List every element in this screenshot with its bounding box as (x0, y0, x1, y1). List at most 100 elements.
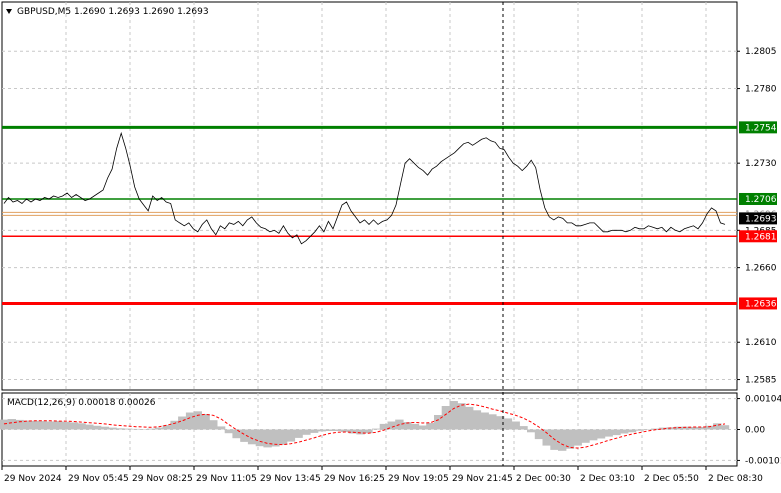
macd-histogram-bar (418, 425, 427, 430)
macd-histogram-bar (302, 429, 311, 435)
macd-histogram-bar (596, 429, 606, 439)
macd-histogram-bar (38, 421, 47, 430)
macd-label: MACD(12,26,9) 0.00018 0.00026 (7, 398, 156, 408)
macd-histogram-bar (7, 419, 16, 430)
macd-histogram-bar (449, 401, 458, 430)
macd-histogram-bar (387, 421, 396, 430)
macd-histogram-bar (0, 419, 9, 430)
macd-histogram-bar (15, 419, 24, 430)
macd-histogram-bar (154, 427, 164, 430)
macd-histogram-bar (511, 421, 520, 430)
macd-histogram-bar (356, 429, 365, 435)
macd-histogram-bar (216, 426, 226, 430)
level-1.2681-tag-label: 1.2681 (745, 232, 777, 242)
macd-histogram-bar (403, 422, 412, 430)
macd-histogram-bar (247, 429, 257, 445)
macd-histogram-bar (527, 429, 536, 433)
time-tick-label: 2 Dec 08:30 (708, 474, 763, 484)
macd-histogram-bar (620, 429, 629, 434)
macd-histogram-bar (23, 420, 32, 430)
macd-histogram-bar (542, 429, 551, 446)
level-1.2636-tag-label: 1.2636 (745, 299, 777, 309)
macd-histogram-bar (643, 429, 652, 430)
macd-histogram-bar (488, 414, 497, 430)
macd-histogram-bar (162, 425, 171, 430)
macd-histogram-bar (720, 425, 730, 430)
macd-histogram-bar (348, 429, 358, 434)
macd-histogram-bar (278, 429, 288, 445)
time-tick-label: 29 Nov 2024 (4, 474, 62, 484)
price-tick-label: 1.2805 (745, 47, 777, 57)
macd-histogram-bar (713, 423, 722, 430)
price-series-line (3, 131, 726, 245)
symbol-ohlc-label: GBPUSD,M5 1.2690 1.2693 1.2690 1.2693 (17, 7, 209, 17)
macd-histogram-bar (604, 429, 613, 437)
time-tick-label: 29 Nov 21:45 (452, 474, 513, 484)
price-panel: 1.28051.27801.27301.26851.26601.26101.25… (1, 1, 777, 391)
time-tick-label: 2 Dec 00:30 (516, 474, 571, 484)
macd-panel: 0.00104 0.00 -0.00101 MACD(12,26,9) 0.0001… (0, 392, 781, 467)
macd-histogram-bar (139, 429, 148, 430)
macd-tick-label: 0.00104 (745, 395, 781, 405)
level-1.2706-tag-label: 1.2706 (745, 195, 777, 205)
macd-histogram-bar (263, 429, 272, 448)
level-1.2706-tag-bg (739, 192, 777, 205)
macd-histogram-bar (426, 423, 435, 430)
price-grid (2, 2, 737, 390)
macd-histogram-bar (558, 429, 567, 451)
level-1.2636-tag-bg (739, 297, 777, 310)
price-tick-label: 1.2780 (745, 85, 777, 95)
macd-histogram-bar (61, 421, 71, 430)
macd-histogram-bar (457, 403, 466, 430)
macd-histogram-bar (589, 429, 598, 441)
time-tick-label: 29 Nov 11:05 (196, 474, 257, 484)
macd-histogram-bar (123, 428, 133, 430)
macd-histogram-bar (333, 429, 342, 431)
macd-histogram-bar (286, 429, 296, 442)
macd-histogram-bar (209, 420, 218, 430)
macd-histogram-bar (201, 414, 210, 430)
level-1.2681-tag-bg (739, 230, 777, 243)
macd-histogram-bar (224, 429, 234, 434)
macd-histogram-bar (379, 423, 389, 430)
macd-tick-label: -0.00101 (745, 456, 781, 466)
macd-histogram-bar (185, 412, 195, 430)
time-axis: 29 Nov 2024 29 Nov 05:45 29 Nov 08:25 29 No… (1, 466, 763, 484)
macd-histogram-bar (193, 411, 202, 430)
macd-histogram-bar (116, 428, 125, 430)
price-panel-frame (1, 1, 738, 391)
macd-histogram-bar (635, 429, 644, 431)
macd-histogram-bar (627, 429, 637, 433)
macd-histogram-bar (255, 429, 265, 447)
macd-histogram-bar (309, 429, 319, 433)
macd-histogram-bar (434, 415, 443, 430)
macd-histogram-bar (480, 412, 489, 430)
time-tick-label: 2 Dec 05:50 (644, 474, 699, 484)
macd-histogram-bar (85, 424, 94, 430)
macd-signal-line (3, 403, 726, 449)
macd-histogram-bar (612, 429, 621, 436)
time-tick-label: 29 Nov 05:45 (68, 474, 129, 484)
symbol-header: GBPUSD,M5 1.2690 1.2693 1.2690 1.2693 (6, 7, 209, 17)
macd-histogram-bar (697, 427, 706, 430)
macd-histogram-bar (147, 428, 156, 430)
time-tick-label: 29 Nov 16:25 (324, 474, 385, 484)
level-1.2754-tag-bg (739, 121, 777, 134)
macd-histogram-bar (294, 429, 303, 438)
macd-histogram-bar (170, 420, 179, 430)
current-price-tag-label: 1.2693 (745, 214, 777, 224)
macd-histogram-bar (441, 406, 451, 430)
current-price-tag-bg (739, 212, 777, 225)
macd-histogram-bar (108, 427, 117, 430)
macd-histogram-bar (232, 429, 241, 439)
price-tick-label: 1.2730 (745, 159, 777, 169)
price-tick-label: 1.2660 (745, 264, 777, 274)
symbol-dropdown-triangle-icon[interactable] (6, 9, 12, 14)
time-tick-label: 29 Nov 08:25 (132, 474, 193, 484)
macd-histogram-bar (682, 426, 691, 430)
macd-histogram-bar (240, 429, 249, 442)
macd-histogram-bar (410, 423, 420, 430)
macd-histogram-bar (317, 429, 327, 432)
